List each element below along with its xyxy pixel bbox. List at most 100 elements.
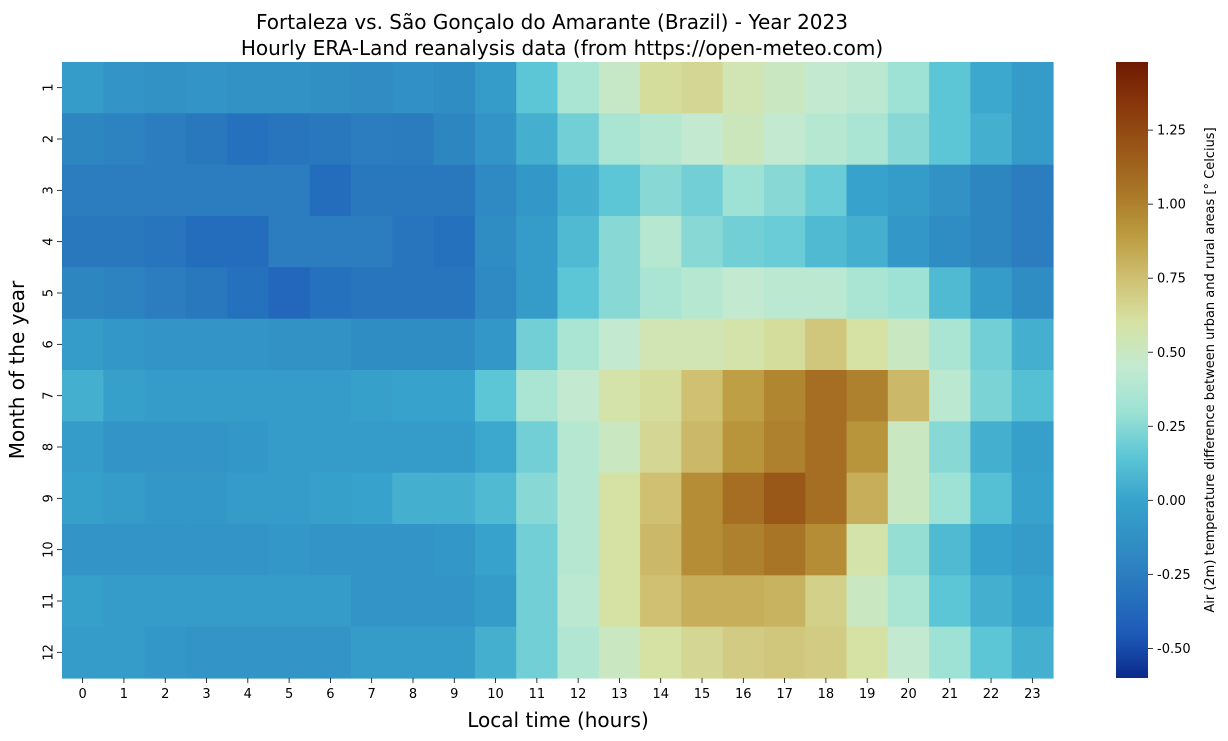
y-tick-label: 9: [42, 494, 57, 502]
colorbar-tick-label: 1.25: [1157, 124, 1186, 139]
heatmap-cell: [62, 267, 104, 320]
heatmap-cell: [62, 472, 104, 525]
heatmap-cell: [474, 164, 517, 217]
heatmap-cell: [185, 216, 228, 268]
heatmap-cell: [351, 216, 393, 268]
chart-title: Fortaleza vs. São Gonçalo do Amarante (B…: [256, 10, 848, 34]
heatmap-cell: [309, 370, 352, 422]
heatmap-cell: [970, 113, 1013, 166]
heatmap-cell: [268, 421, 311, 474]
x-tick-label: 0: [79, 687, 87, 702]
heatmap-cell: [763, 575, 806, 628]
heatmap-cell: [516, 62, 559, 114]
heatmap-cell: [805, 62, 848, 114]
heatmap-cell: [763, 164, 806, 217]
heatmap-cell: [516, 421, 559, 474]
heatmap-cell: [144, 267, 187, 320]
heatmap-cell: [516, 575, 559, 628]
heatmap-cell: [227, 267, 270, 320]
heatmap-cell: [474, 626, 517, 679]
heatmap-cell: [640, 164, 682, 217]
heatmap-cell: [846, 421, 889, 474]
colorbar-label: Air (2m) temperature difference between …: [1203, 127, 1218, 612]
heatmap-cell: [805, 370, 848, 422]
heatmap-cell: [268, 575, 311, 628]
heatmap-cell: [557, 524, 600, 576]
colorbar-tick-label: -0.25: [1157, 568, 1191, 583]
heatmap-cell: [846, 575, 889, 628]
heatmap-cell: [516, 472, 559, 525]
x-tick-label: 15: [694, 687, 711, 702]
y-tick-label: 2: [42, 135, 57, 143]
heatmap-cell: [640, 575, 682, 628]
y-tick-label: 1: [42, 84, 57, 92]
heatmap-cell: [103, 62, 146, 114]
heatmap-cell: [722, 472, 765, 525]
heatmap-cell: [309, 216, 352, 268]
heatmap-cell: [1011, 267, 1054, 320]
heatmap-cell: [722, 575, 765, 628]
x-tick-label: 23: [1024, 687, 1041, 702]
heatmap-cell: [763, 626, 806, 679]
heatmap-cell: [681, 575, 724, 628]
heatmap-cell: [970, 421, 1013, 474]
x-tick-label: 13: [611, 687, 628, 702]
heatmap-cell: [351, 62, 393, 114]
heatmap-cell: [433, 62, 476, 114]
heatmap-cell: [887, 524, 930, 576]
heatmap-cell: [640, 370, 682, 422]
colorbar-tick-label: 0.25: [1157, 420, 1186, 435]
heatmap-cell: [763, 62, 806, 114]
x-tick-label: 1: [120, 687, 128, 702]
x-tick-label: 20: [900, 687, 917, 702]
heatmap-cell: [681, 113, 724, 166]
colorbar-tick-label: -0.50: [1157, 642, 1191, 657]
heatmap-cell: [887, 421, 930, 474]
heatmap-cell: [392, 626, 435, 679]
heatmap-cell: [268, 113, 311, 166]
heatmap-cell: [970, 164, 1013, 217]
heatmap-cell: [805, 626, 848, 679]
heatmap-cell: [351, 626, 393, 679]
heatmap-cell: [433, 113, 476, 166]
heatmap-cell: [309, 318, 352, 371]
heatmap-cell: [1011, 216, 1054, 268]
heatmap-cell: [516, 626, 559, 679]
x-tick-label: 9: [450, 687, 458, 702]
x-axis-label: Local time (hours): [467, 708, 649, 732]
heatmap-cell: [309, 626, 352, 679]
heatmap-cell: [351, 267, 393, 320]
heatmap-cell: [185, 626, 228, 679]
heatmap-cell: [144, 626, 187, 679]
heatmap-cell: [970, 370, 1013, 422]
heatmap-cell: [970, 472, 1013, 525]
heatmap-cell: [681, 370, 724, 422]
heatmap-cell: [516, 267, 559, 320]
heatmap-cell: [681, 216, 724, 268]
heatmap-cell: [309, 113, 352, 166]
heatmap-cell: [62, 421, 104, 474]
heatmap-cell: [970, 267, 1013, 320]
heatmap-cell: [433, 370, 476, 422]
x-tick-label: 12: [570, 687, 587, 702]
heatmap-cell: [805, 164, 848, 217]
heatmap-cell: [763, 216, 806, 268]
colorbar-ticks: -0.50 -0.25 0.00 0.25 0.50 0.75 1.00 1.25: [1148, 124, 1191, 657]
y-tick-label: 11: [42, 593, 57, 610]
heatmap-cell: [309, 267, 352, 320]
heatmap-cell: [351, 113, 393, 166]
heatmap-cell: [103, 370, 146, 422]
heatmap-cell: [516, 370, 559, 422]
heatmap-cell: [103, 267, 146, 320]
heatmap-cell: [763, 421, 806, 474]
heatmap-cell: [227, 421, 270, 474]
heatmap-cell: [351, 318, 393, 371]
heatmap-cell: [433, 575, 476, 628]
heatmap-cell: [103, 216, 146, 268]
heatmap-cell: [185, 318, 228, 371]
heatmap-cell: [185, 164, 228, 217]
heatmap-cell: [516, 113, 559, 166]
heatmap-cell: [474, 472, 517, 525]
heatmap-cell: [557, 370, 600, 422]
heatmap-cell: [598, 421, 641, 474]
